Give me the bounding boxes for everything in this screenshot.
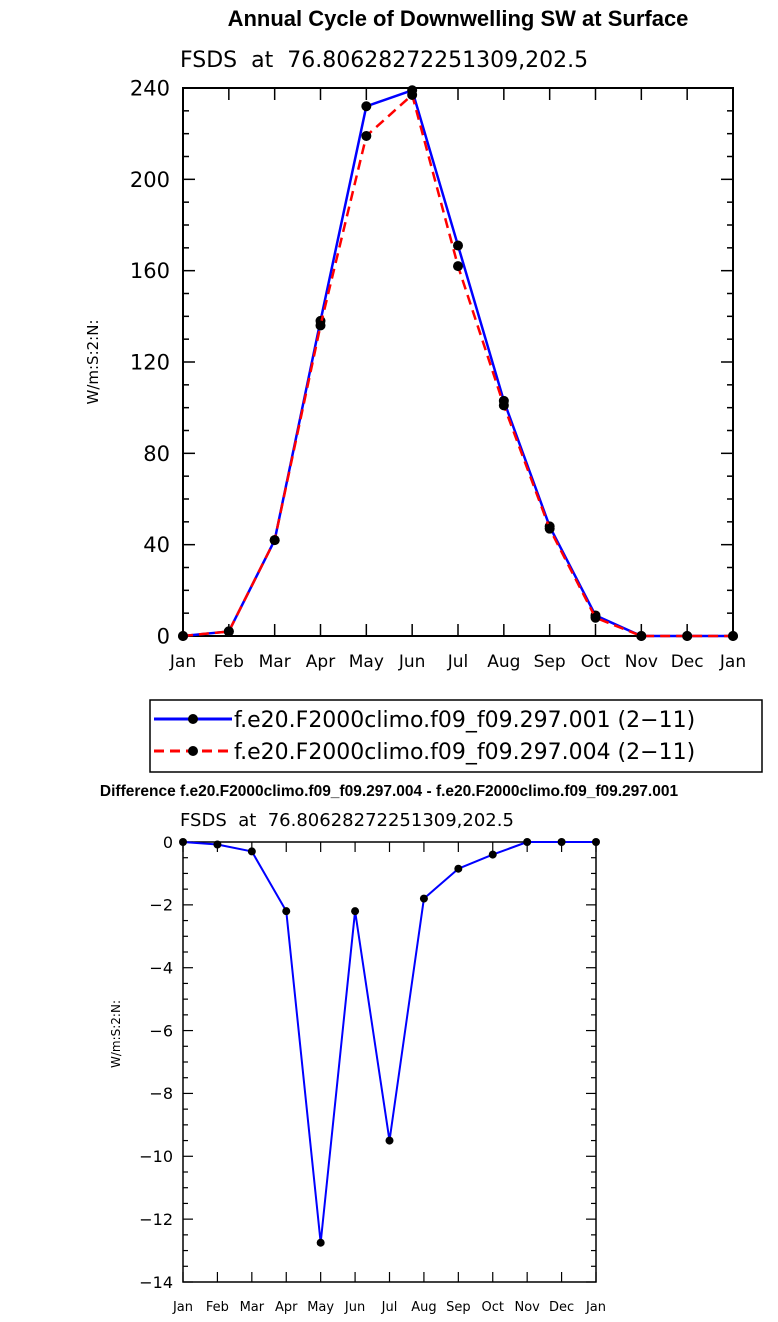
y-tick-label: 240 (130, 77, 170, 101)
top-chart-title: Annual Cycle of Downwelling SW at Surfac… (228, 6, 689, 31)
data-point-0 (361, 101, 372, 112)
data-point-0 (488, 850, 497, 859)
data-point-0 (213, 840, 222, 849)
legend-box (149, 699, 763, 773)
data-point-1 (682, 631, 693, 641)
series-line-0 (182, 89, 733, 638)
data-point-0 (453, 240, 463, 251)
x-tick-label: Nov (625, 652, 658, 672)
x-tick-label: May (349, 652, 384, 672)
data-point-1 (544, 523, 555, 534)
x-tick-label: Sep (534, 652, 566, 672)
data-point-0 (316, 1238, 325, 1247)
x-tick-label: Dec (549, 1300, 574, 1315)
x-tick-label: Jan (585, 1300, 606, 1315)
data-point-0 (454, 864, 463, 873)
data-point-1 (453, 261, 463, 272)
x-tick-label: Apr (275, 1300, 298, 1315)
data-point-1 (269, 535, 280, 546)
data-point-0 (557, 838, 566, 846)
x-tick-label: Oct (581, 652, 611, 672)
y-tick-label: 120 (130, 351, 170, 375)
legend-marker-001 (188, 714, 198, 724)
plot-frame (182, 87, 734, 637)
data-point-1 (223, 626, 234, 637)
data-point-0 (592, 838, 600, 846)
x-tick-label: Jan (719, 652, 746, 672)
y-tick-label: 200 (130, 168, 170, 192)
y-tick-label: 80 (143, 442, 170, 466)
x-tick-label: Feb (206, 1300, 229, 1315)
x-tick-label: Aug (487, 652, 520, 672)
bottom-chart-title: Difference f.e20.F2000climo.f09_f09.297.… (100, 783, 679, 800)
data-point-1 (178, 631, 188, 641)
x-tick-label: Jun (398, 652, 426, 672)
top-chart-subtitle: FSDS at 76.80628272251309,202.5 (180, 48, 588, 73)
y-tick-label: 160 (130, 259, 170, 283)
data-point-1 (590, 612, 601, 623)
data-point-0 (282, 907, 291, 916)
x-tick-label: Aug (411, 1300, 436, 1315)
x-tick-label: Oct (482, 1300, 504, 1315)
x-tick-label: Dec (671, 652, 704, 672)
x-tick-label: Mar (259, 652, 291, 672)
data-point-1 (728, 631, 738, 641)
y-tick-label: −6 (149, 1021, 173, 1040)
data-point-1 (361, 130, 372, 141)
data-point-1 (636, 631, 647, 641)
y-tick-label: 40 (143, 533, 170, 557)
x-tick-label: May (307, 1300, 334, 1315)
series-line-0 (182, 841, 596, 1244)
data-point-0 (419, 894, 428, 903)
top-chart-ylabel: W/m:S:2:N: (84, 320, 102, 405)
bottom-chart-subtitle: FSDS at 76.80628272251309,202.5 (180, 810, 514, 831)
x-tick-label: Nov (514, 1300, 540, 1315)
y-tick-label: 0 (157, 625, 170, 649)
x-tick-label: Jan (172, 1300, 193, 1315)
series-line-1 (182, 93, 733, 638)
x-tick-label: Jun (344, 1300, 365, 1315)
top-plot-area: Jan Feb Mar Apr May Jun Jul Aug Sep Oct Nov Dec Jan 0… (130, 77, 746, 672)
x-tick-label: Mar (240, 1300, 265, 1315)
x-tick-label: Jan (169, 652, 196, 672)
data-point-0 (179, 838, 187, 846)
x-tick-label: Sep (446, 1300, 471, 1315)
legend: f.e20.F2000climo.f09_f09.297.001 (2−11) … (149, 699, 763, 773)
data-point-0 (523, 838, 532, 846)
data-point-0 (247, 847, 256, 856)
y-tick-label: −14 (139, 1273, 173, 1292)
data-point-1 (407, 89, 418, 100)
x-tick-label: Apr (306, 652, 335, 672)
y-tick-label: −12 (139, 1210, 173, 1229)
legend-label-001: f.e20.F2000climo.f09_f09.297.001 (2−11) (234, 708, 695, 733)
plot-frame (182, 841, 597, 1283)
y-tick-label: −10 (139, 1147, 173, 1166)
legend-marker-004 (188, 746, 198, 756)
y-tick-label: 0 (163, 833, 173, 852)
legend-label-004: f.e20.F2000climo.f09_f09.297.004 (2−11) (234, 740, 695, 765)
x-tick-label: Feb (214, 652, 244, 672)
data-point-0 (385, 1136, 394, 1145)
data-point-1 (315, 320, 326, 331)
data-point-1 (498, 400, 509, 411)
x-tick-label: Jul (381, 1300, 398, 1315)
y-tick-label: −2 (149, 896, 173, 915)
y-tick-label: −8 (149, 1084, 173, 1103)
bottom-chart-ylabel: W/m:S:2:N: (109, 1000, 123, 1068)
bottom-plot-area: Jan Feb Mar Apr May Jun Jul Aug Sep Oct Nov Dec Jan −… (139, 833, 606, 1315)
data-point-0 (351, 907, 360, 916)
x-tick-label: Jul (447, 652, 469, 672)
y-tick-label: −4 (149, 958, 173, 977)
